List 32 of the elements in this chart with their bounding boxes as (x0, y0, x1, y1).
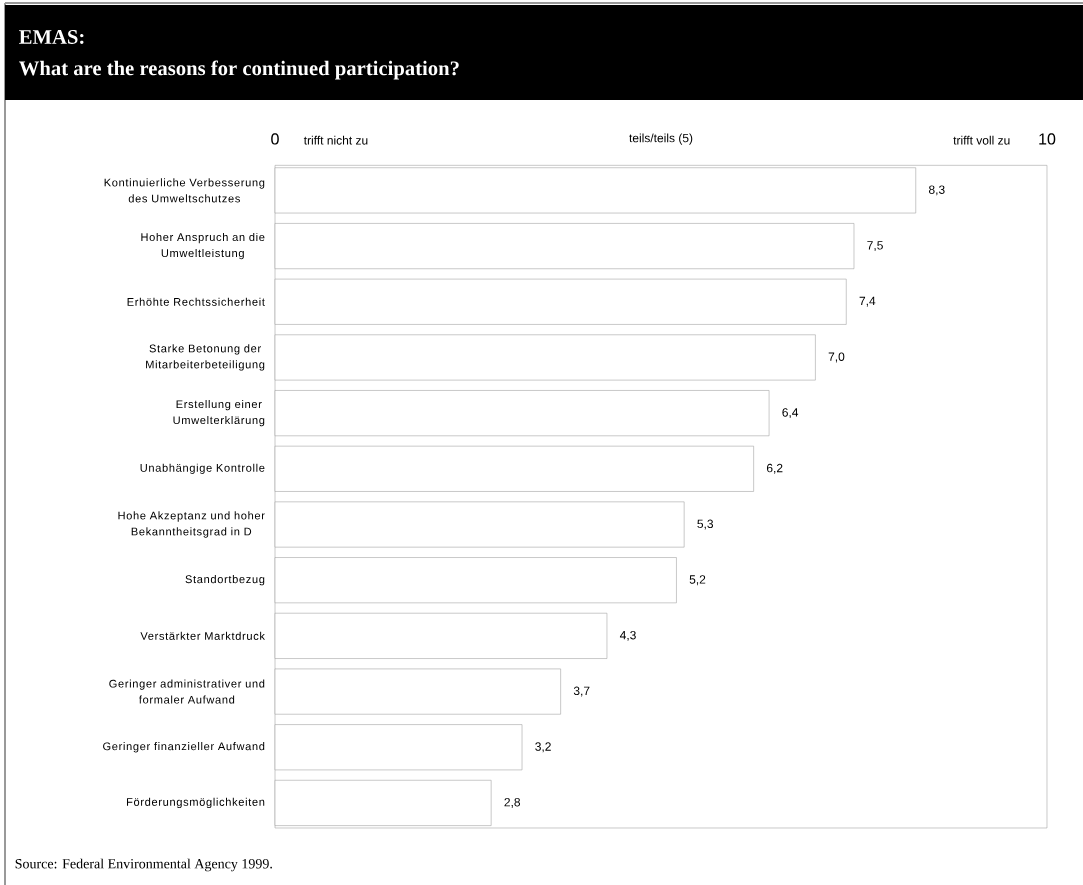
data-label: 2,8 (504, 797, 521, 808)
data-label: 7,0 (828, 352, 845, 363)
x-tick-label: teils/teils (5) (629, 133, 693, 145)
y-tick-label: Unabhängige Kontrolle (140, 463, 265, 474)
y-tick-label: Erstellung einer Umwelterklärung (173, 399, 265, 427)
y-tick-label: Geringer finanzieller Aufwand (103, 742, 265, 753)
data-label: 3,7 (573, 686, 590, 697)
y-tick-label: Förderungsmöglichkeiten (126, 797, 265, 809)
data-label: 4,3 (619, 630, 636, 641)
chart-subtitle: What are the reasons for continued participation? (19, 60, 459, 80)
y-tick-label: Geringer administrativer und formaler Aufwand (109, 679, 265, 704)
data-label: 6,4 (782, 408, 799, 419)
source-note: Source: Federal Environmental Agency 1999. (15, 858, 272, 872)
y-tick-label: Starke Betonung der Mitarbeiterbeteiligung (146, 344, 265, 371)
data-label: 7,5 (867, 241, 883, 251)
y-tick-label: Kontinuierliche Verbesserung des Umweltschutzes (104, 178, 265, 203)
y-tick-label: Hohe Akzeptanz und hoher Bekanntheitsgrad in D (118, 511, 265, 538)
data-label: 3,2 (535, 742, 551, 753)
data-label: 8,3 (928, 185, 945, 196)
x-tick-label: 0 (271, 133, 279, 145)
text: EMAS: (19, 30, 84, 44)
data-label: 6,2 (766, 463, 783, 474)
y-tick-label: Hoher Anspruch an die Umweltleistung (141, 232, 265, 260)
data-label: 5,3 (697, 519, 714, 530)
data-label: 7,4 (859, 296, 876, 307)
y-tick-label: Verstärkter Marktdruck (140, 631, 265, 640)
text: trifft nicht zu (303, 135, 368, 145)
text: trifft voll zu (953, 135, 1010, 145)
y-tick-label: Erhöhte Rechtssicherheit (127, 297, 265, 306)
y-tick-label: Standortbezug (185, 575, 265, 586)
x-tick-label: 10 (1039, 133, 1056, 145)
data-label: 5,2 (689, 575, 706, 586)
